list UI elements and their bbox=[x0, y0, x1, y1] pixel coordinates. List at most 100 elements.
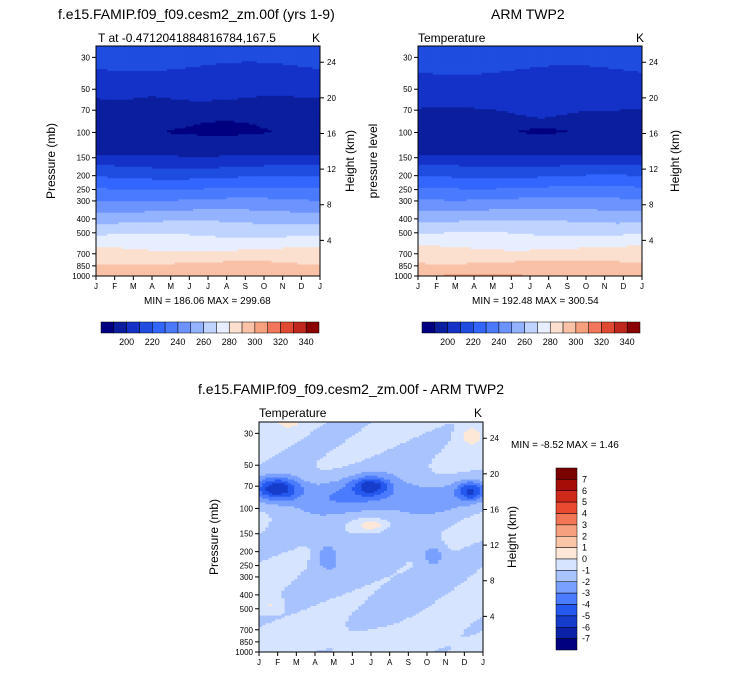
contour-cell bbox=[245, 176, 250, 179]
contour-cell bbox=[204, 193, 209, 197]
contour-cell bbox=[208, 105, 213, 108]
contour-cell bbox=[170, 185, 175, 189]
contour-cell bbox=[267, 93, 273, 97]
contour-cell bbox=[230, 124, 235, 128]
contour-cell bbox=[200, 74, 205, 78]
contour-cell bbox=[290, 74, 295, 78]
contour-cell bbox=[166, 191, 172, 195]
contour-cell bbox=[252, 172, 258, 176]
contour-cell bbox=[159, 105, 164, 108]
contour-cell bbox=[249, 159, 254, 162]
contour-cell bbox=[166, 126, 172, 130]
contour-cell bbox=[226, 134, 231, 137]
contour-cell bbox=[234, 92, 239, 95]
contour-cell bbox=[249, 80, 254, 84]
contour-cell bbox=[114, 55, 119, 59]
contour-cell bbox=[174, 76, 179, 80]
contour-cell bbox=[211, 201, 217, 204]
contour-cell bbox=[125, 57, 131, 61]
contour-cell bbox=[264, 172, 269, 176]
contour-cell bbox=[245, 132, 250, 135]
contour-cell bbox=[204, 132, 209, 135]
contour-cell bbox=[271, 115, 276, 118]
contour-cell bbox=[312, 134, 317, 137]
contour-cell bbox=[237, 111, 243, 114]
contour-cell bbox=[245, 143, 250, 147]
contour-cell bbox=[271, 120, 276, 124]
contour-cell bbox=[286, 124, 291, 128]
contour-cell bbox=[178, 51, 183, 55]
contour-cell bbox=[155, 118, 161, 122]
contour-cell bbox=[249, 151, 254, 154]
contour-cell bbox=[174, 109, 179, 112]
contour-cell bbox=[267, 99, 273, 103]
contour-cell bbox=[133, 185, 138, 189]
contour-cell bbox=[122, 105, 127, 108]
contour-cell bbox=[152, 92, 157, 95]
contour-cell bbox=[305, 182, 310, 185]
contour-cell bbox=[226, 170, 231, 174]
contour-cell bbox=[208, 176, 213, 179]
contour-cell bbox=[152, 51, 157, 55]
contour-cell bbox=[118, 118, 123, 122]
contour-cell bbox=[230, 139, 235, 143]
contour-cell bbox=[252, 53, 258, 57]
contour-cell bbox=[237, 92, 243, 95]
contour-cell bbox=[114, 138, 119, 141]
contour-cell bbox=[222, 151, 228, 154]
contour-cell bbox=[140, 195, 146, 199]
contour-cell bbox=[204, 180, 209, 183]
contour-cell bbox=[301, 128, 306, 131]
contour-cell bbox=[278, 170, 284, 174]
contour-cell bbox=[181, 141, 187, 145]
contour-cell bbox=[293, 203, 299, 206]
contour-cell bbox=[222, 111, 228, 114]
contour-cell bbox=[163, 103, 168, 107]
contour-cell bbox=[133, 97, 138, 101]
contour-cell bbox=[189, 65, 194, 68]
contour-cell bbox=[219, 92, 224, 95]
contour-cell bbox=[293, 155, 299, 158]
contour-cell bbox=[200, 105, 205, 108]
contour-cell bbox=[96, 184, 101, 187]
contour-cell bbox=[129, 162, 134, 166]
contour-cell bbox=[286, 197, 291, 200]
contour-cell bbox=[267, 178, 273, 181]
contour-cell bbox=[226, 120, 231, 124]
contour-cell bbox=[305, 88, 310, 91]
contour-cell bbox=[166, 136, 172, 139]
contour-cell bbox=[271, 95, 276, 99]
contour-cell bbox=[297, 201, 302, 204]
contour-cell bbox=[230, 157, 235, 160]
contour-cell bbox=[144, 67, 149, 70]
contour-cell bbox=[245, 164, 250, 168]
contour-cell bbox=[256, 80, 261, 84]
contour-cell bbox=[196, 63, 202, 66]
contour-cell bbox=[226, 55, 231, 59]
contour-cell bbox=[252, 74, 258, 78]
contour-cell bbox=[219, 82, 224, 85]
contour-cell bbox=[193, 95, 198, 99]
contour-cell bbox=[99, 191, 105, 195]
contour-cell bbox=[308, 120, 314, 124]
contour-cell bbox=[237, 176, 243, 179]
contour-cell bbox=[234, 195, 239, 199]
contour-cell bbox=[181, 72, 187, 76]
contour-cell bbox=[230, 115, 235, 118]
contour-cell bbox=[96, 172, 101, 176]
contour-cell bbox=[103, 164, 108, 168]
contour-cell bbox=[110, 63, 116, 66]
contour-cell bbox=[96, 185, 101, 189]
contour-cell bbox=[208, 51, 213, 55]
contour-cell bbox=[222, 164, 228, 168]
contour-cell bbox=[181, 86, 187, 89]
contour-cell bbox=[264, 153, 269, 156]
contour-cell bbox=[174, 118, 179, 122]
contour-cell bbox=[219, 120, 224, 124]
contour-cell bbox=[196, 134, 202, 137]
contour-cell bbox=[290, 176, 295, 179]
contour-cell bbox=[114, 174, 119, 177]
contour-cell bbox=[260, 149, 265, 153]
contour-cell bbox=[256, 151, 261, 154]
contour-cell bbox=[219, 199, 224, 202]
